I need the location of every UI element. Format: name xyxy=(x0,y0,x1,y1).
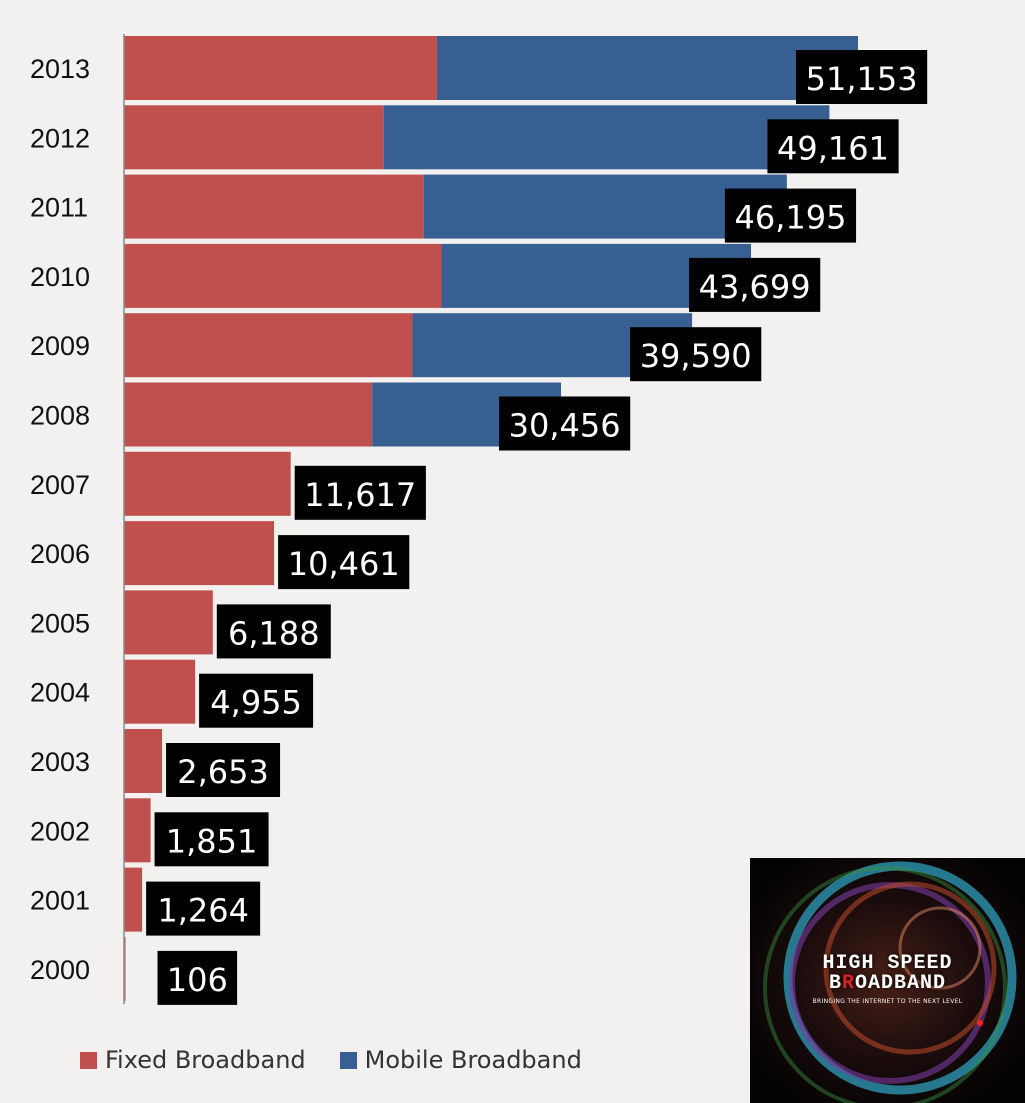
y-tick-label: 2009 xyxy=(30,331,90,361)
y-tick-label: 2002 xyxy=(30,816,90,846)
data-label-box xyxy=(796,50,928,104)
logo-title: HIGH SPEED BROADBAND xyxy=(822,952,953,995)
bar-fixed-broadband xyxy=(124,382,373,447)
data-label-box xyxy=(724,188,857,243)
bar-fixed-broadband xyxy=(124,659,196,724)
logo-swirl-graphic xyxy=(750,858,1025,1103)
bar-fixed-broadband xyxy=(124,798,151,863)
bar-mobile-broadband xyxy=(383,105,830,170)
y-tick-label: 2008 xyxy=(30,401,90,431)
y-tick-label: 2006 xyxy=(30,539,90,569)
bar-fixed-broadband xyxy=(124,590,213,655)
y-tick-label: 2007 xyxy=(30,470,90,500)
data-label-box xyxy=(689,257,821,312)
data-label: 39,590 xyxy=(640,337,752,375)
y-tick-label: 2000 xyxy=(30,955,90,985)
y-tick-label: 2012 xyxy=(30,123,90,153)
y-tick-label: 2003 xyxy=(30,747,90,777)
data-label: 49,161 xyxy=(777,129,889,167)
legend-label-fixed: Fixed Broadband xyxy=(105,1046,306,1074)
data-label: 46,195 xyxy=(734,199,846,237)
bar-fixed-broadband xyxy=(124,521,275,586)
bar-mobile-broadband xyxy=(436,36,858,100)
data-label: 10,461 xyxy=(288,545,400,583)
data-label: 1,851 xyxy=(166,822,258,860)
data-label-box xyxy=(216,604,331,659)
data-label-box xyxy=(157,950,238,1005)
legend-item-mobile: Mobile Broadband xyxy=(339,1046,582,1074)
data-label-box xyxy=(499,396,631,451)
y-tick-label: 2004 xyxy=(30,678,90,708)
y-tick-label: 2005 xyxy=(30,608,90,638)
bar-fixed-broadband xyxy=(124,105,384,170)
stacked-bar-chart: 2013 51,153 2012 49,161 2011 46,195 2010 43,699… xyxy=(30,34,928,1005)
data-label: 4,955 xyxy=(210,684,302,722)
y-tick-label: 2013 xyxy=(30,54,90,84)
data-label-box xyxy=(146,881,261,936)
data-label: 106 xyxy=(167,961,228,999)
legend-item-fixed: Fixed Broadband xyxy=(80,1046,306,1074)
y-tick-label: 2001 xyxy=(30,886,90,916)
data-label: 51,153 xyxy=(806,60,918,98)
data-label-box xyxy=(278,535,410,590)
data-label-box xyxy=(199,673,314,728)
bar-fixed-broadband xyxy=(124,729,163,793)
data-label-box xyxy=(154,812,269,867)
data-label: 1,264 xyxy=(157,892,249,930)
data-label: 30,456 xyxy=(509,407,621,445)
legend-swatch-mobile xyxy=(339,1051,357,1069)
data-label: 43,699 xyxy=(699,268,811,306)
legend-label-mobile: Mobile Broadband xyxy=(364,1046,582,1074)
logo-tagline: BRINGING THE INTERNET TO THE NEXT LEVEL xyxy=(812,998,963,1005)
data-label-box xyxy=(294,465,426,520)
data-label-box xyxy=(767,119,899,174)
bar-fixed-broadband xyxy=(124,936,126,1001)
data-label: 6,188 xyxy=(228,614,320,652)
bar-fixed-broadband xyxy=(124,174,424,239)
bar-fixed-broadband xyxy=(124,243,442,308)
data-label: 2,653 xyxy=(177,753,269,791)
bar-fixed-broadband xyxy=(124,867,143,932)
data-label: 11,617 xyxy=(304,476,416,514)
data-label-box xyxy=(630,327,762,382)
bar-fixed-broadband xyxy=(124,36,437,100)
data-label-box xyxy=(166,743,281,797)
legend-swatch-fixed xyxy=(80,1051,97,1069)
legend: Fixed Broadband Mobile Broadband xyxy=(80,1042,582,1078)
high-speed-broadband-logo: HIGH SPEED BROADBAND BRINGING THE INTERN… xyxy=(750,858,1025,1103)
y-tick-label: 2011 xyxy=(30,193,88,223)
bar-fixed-broadband xyxy=(124,451,291,516)
bar-fixed-broadband xyxy=(124,313,413,378)
y-tick-label: 2010 xyxy=(30,262,90,292)
